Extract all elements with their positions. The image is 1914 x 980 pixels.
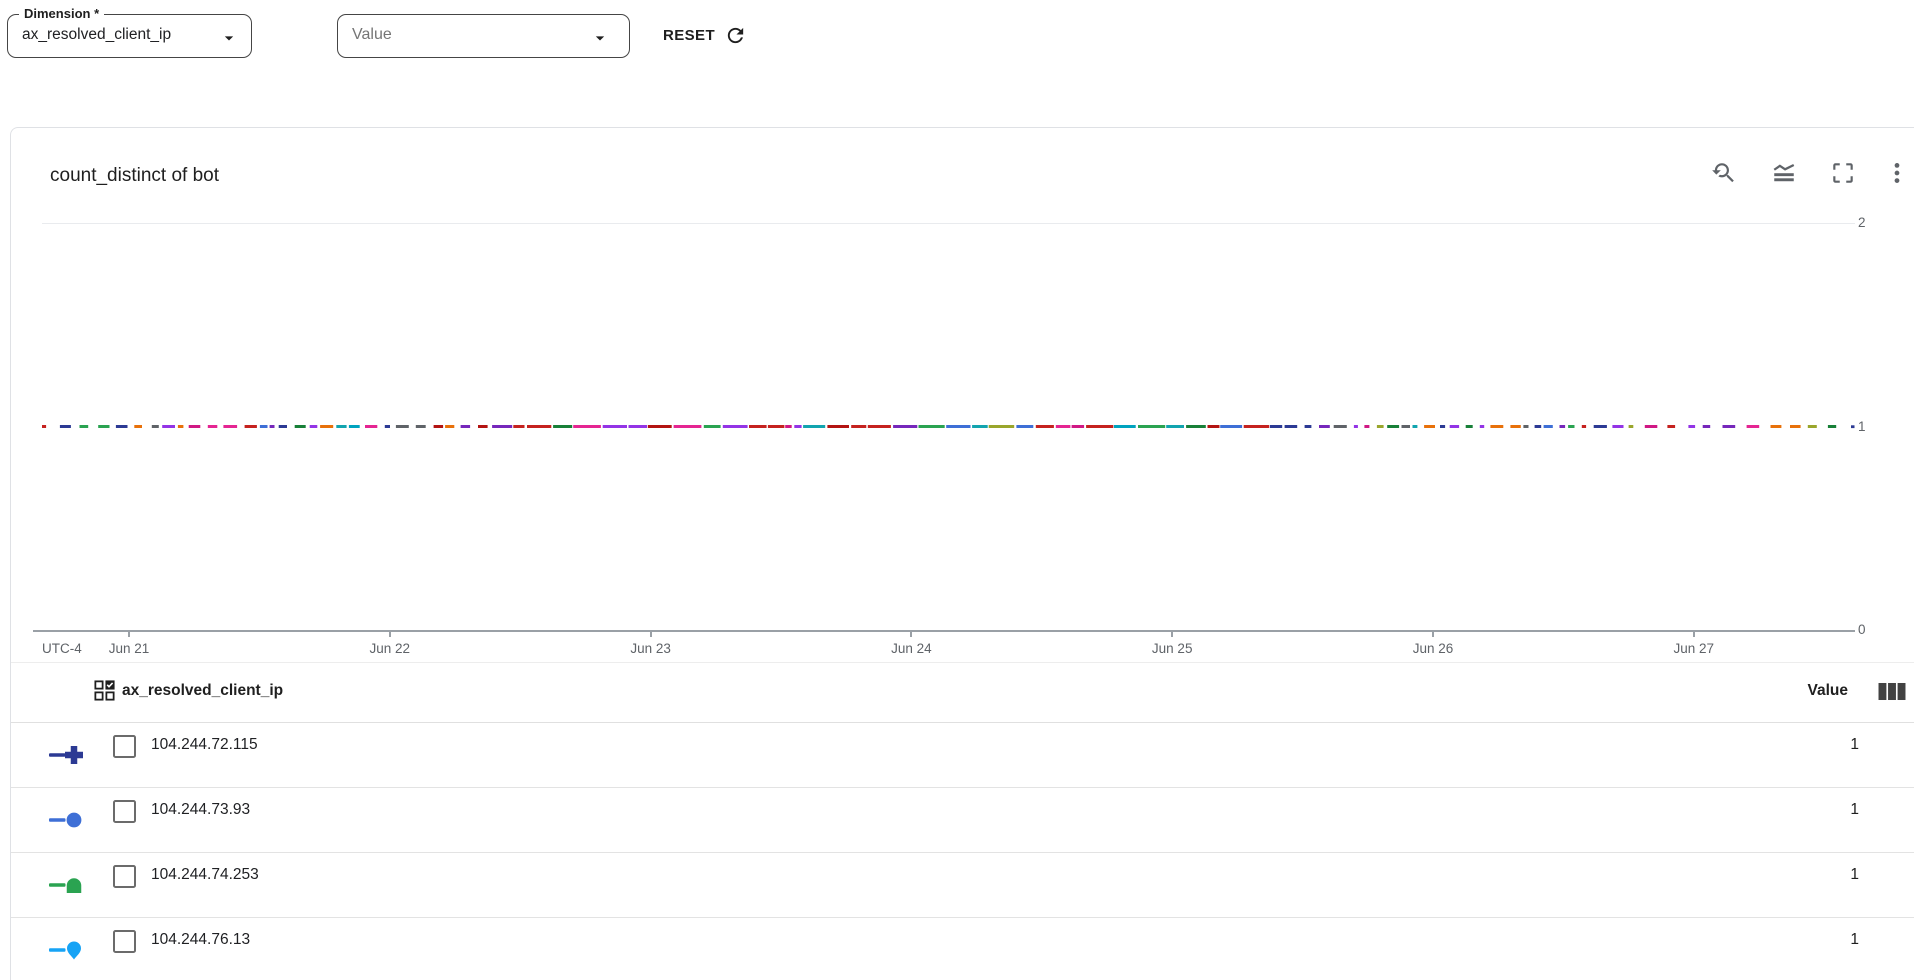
row-checkbox[interactable] xyxy=(113,800,136,823)
arrow-drop-down-icon xyxy=(595,36,605,41)
x-axis-tick xyxy=(649,630,652,637)
fullscreen-button[interactable] xyxy=(1823,153,1863,193)
table-row[interactable]: 104.244.74.253 1 xyxy=(11,853,1914,918)
table-row[interactable]: 104.244.72.115 1 xyxy=(11,723,1914,788)
y-axis-tick-label: 1 xyxy=(1858,418,1866,434)
x-axis-tick xyxy=(1171,630,1174,637)
x-axis-tick-label: Jun 22 xyxy=(369,641,411,656)
x-axis-tick-label: Jun 24 xyxy=(891,641,932,656)
x-axis-line xyxy=(33,630,1855,632)
table-row[interactable]: 104.244.73.93 1 xyxy=(11,788,1914,853)
table-header-divider xyxy=(11,722,1914,723)
table-row[interactable]: 104.244.76.13 1 xyxy=(11,918,1914,980)
row-value: 1 xyxy=(1850,931,1859,948)
zoom-reset-icon xyxy=(1712,163,1734,183)
columns-icon[interactable] xyxy=(1878,680,1906,703)
x-axis-tick xyxy=(388,630,391,637)
table-value-header[interactable]: Value xyxy=(1807,682,1849,699)
row-value: 1 xyxy=(1850,866,1859,883)
x-axis-tick-label: Jun 26 xyxy=(1412,641,1454,656)
x-axis-tick xyxy=(910,630,913,637)
x-axis-tick-label: Jun 27 xyxy=(1673,641,1715,656)
value-select[interactable]: Value xyxy=(337,14,630,58)
chart-table-divider xyxy=(11,662,1914,663)
dimension-select-label: Dimension * xyxy=(19,6,105,21)
x-axis-tick-label: Jun 25 xyxy=(1151,641,1193,656)
chart-type-button[interactable] xyxy=(1764,153,1804,193)
arrow-drop-down-icon xyxy=(224,36,234,41)
series-marker-icon xyxy=(48,939,88,961)
row-dimension-value: 104.244.74.253 xyxy=(151,866,259,883)
more-options-icon xyxy=(1894,163,1900,183)
series-marker-icon xyxy=(48,809,88,831)
series-marker-icon xyxy=(48,744,88,766)
row-value: 1 xyxy=(1850,801,1859,818)
row-dimension-value: 104.244.73.93 xyxy=(151,801,251,818)
table-dimension-header[interactable]: ax_resolved_client_ip xyxy=(122,682,284,699)
dimension-grid-check-icon[interactable] xyxy=(94,680,115,701)
gridline-y2 xyxy=(42,223,1855,224)
chart-title: count_distinct of bot xyxy=(50,165,219,186)
row-dimension-value: 104.244.72.115 xyxy=(151,736,258,753)
row-checkbox[interactable] xyxy=(113,930,136,953)
timezone-label: UTC-4 xyxy=(42,641,82,656)
value-select-placeholder: Value xyxy=(352,26,392,43)
row-value: 1 xyxy=(1850,736,1859,753)
reset-button-label: RESET xyxy=(663,26,716,44)
chart-type-icon xyxy=(1773,163,1795,182)
x-axis-tick xyxy=(128,630,130,637)
dimension-select-value: ax_resolved_client_ip xyxy=(22,26,172,43)
reset-button[interactable]: RESET xyxy=(663,19,747,51)
y-axis-tick-label: 0 xyxy=(1858,622,1866,637)
y-axis-tick-label: 2 xyxy=(1858,215,1866,230)
row-dimension-value: 104.244.76.13 xyxy=(151,931,251,948)
row-checkbox[interactable] xyxy=(113,865,136,888)
fullscreen-icon xyxy=(1833,163,1853,183)
refresh-icon xyxy=(727,27,744,43)
dimension-select[interactable]: Dimension * ax_resolved_client_ip xyxy=(7,6,252,58)
x-axis-tick-label: Jun 23 xyxy=(630,641,671,656)
x-axis-tick xyxy=(1432,630,1434,637)
x-axis-tick-label: Jun 21 xyxy=(108,641,150,656)
series-marker-icon xyxy=(48,874,88,896)
x-axis-tick xyxy=(1692,630,1695,637)
row-checkbox[interactable] xyxy=(113,735,136,758)
zoom-reset-button[interactable] xyxy=(1703,153,1743,193)
more-options-button[interactable] xyxy=(1880,153,1914,193)
